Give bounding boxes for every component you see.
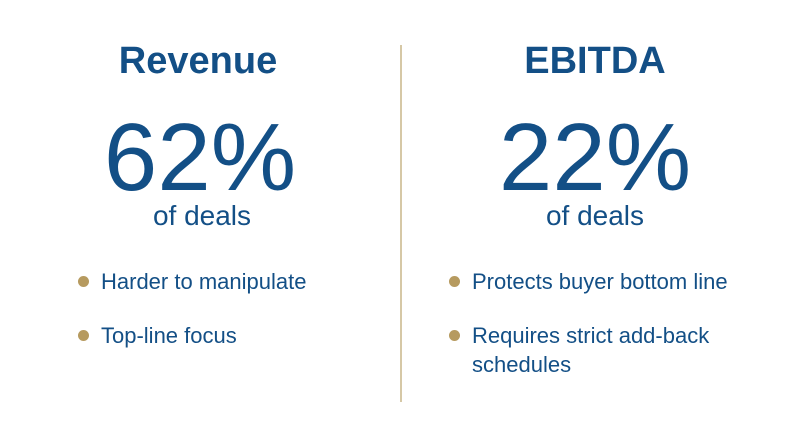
bullet: Requires strict add-back schedules [449, 321, 772, 379]
bullet-dot [449, 276, 460, 287]
stat-caption: of deals [545, 200, 645, 231]
bullet-dot [78, 330, 89, 341]
column-title: Revenue [118, 40, 278, 82]
bullet-text: Top-line focus [101, 323, 237, 348]
bullet-text: Requires strict add-back schedules [472, 323, 710, 377]
stat: 22% [498, 104, 692, 211]
bullet-text: Protects buyer bottom line [472, 269, 728, 294]
column-title: EBITDA [524, 40, 666, 82]
bullet: Top-line focus [78, 321, 401, 350]
bullet-dot [78, 276, 89, 287]
stat-caption: of deals [152, 200, 252, 231]
bullet-dot [449, 330, 460, 341]
bullet: Protects buyer bottom line [449, 267, 772, 296]
column: EBITDA 22% of deals Protects buyer botto… [395, 0, 795, 447]
stat: 62% [103, 104, 297, 211]
bullet: Harder to manipulate [78, 267, 401, 296]
divider [400, 45, 402, 402]
column: Revenue 62% of deals Harder to manipulat… [78, 40, 401, 350]
bullet-text: Harder to manipulate [101, 269, 307, 294]
